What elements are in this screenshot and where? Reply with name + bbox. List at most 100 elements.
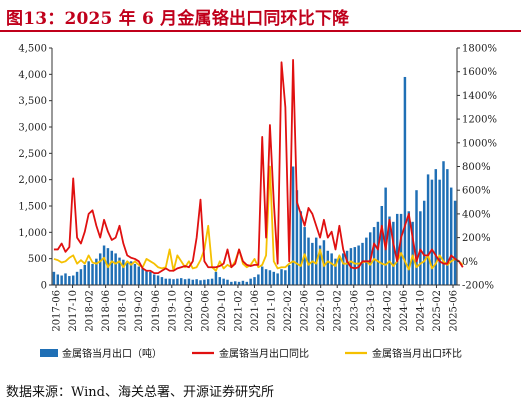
- x-tick-label: 2020-10: [217, 290, 228, 332]
- x-tick-label: 2022-02: [283, 290, 294, 332]
- bar: [195, 279, 198, 285]
- bar: [222, 278, 225, 285]
- left-tick-label: 3,500: [18, 96, 47, 107]
- x-tick-label: 2023-10: [366, 290, 377, 332]
- x-tick-label: 2017-06: [52, 290, 63, 332]
- bar: [118, 257, 121, 285]
- bar: [164, 278, 168, 285]
- bar: [87, 261, 90, 285]
- bar: [446, 169, 449, 285]
- bar: [438, 179, 441, 285]
- bar: [75, 271, 79, 285]
- left-tick-label: 4,000: [18, 70, 47, 81]
- x-tick-label: 2018-10: [118, 290, 129, 332]
- bar: [411, 221, 414, 285]
- bar: [311, 242, 314, 285]
- bar: [299, 211, 303, 285]
- bar: [83, 264, 87, 285]
- right-tick-label: 800%: [462, 162, 491, 173]
- left-tick-label: 1,500: [18, 202, 47, 213]
- axes: 0 500 1,000 1,500 2,000 2,500 3,000 3,500 4,000 4…: [18, 44, 497, 332]
- x-tick-label: 2023-06: [349, 290, 360, 332]
- right-tick-label: 400%: [462, 209, 491, 220]
- left-tick-label: 2,000: [18, 175, 47, 186]
- bar: [372, 227, 376, 285]
- bar: [137, 266, 141, 285]
- left-tick-label: 500: [28, 254, 47, 265]
- right-tick-label: 1200%: [462, 115, 497, 126]
- x-tick-label: 2024-06: [399, 290, 410, 332]
- bar: [280, 269, 283, 285]
- bar: [361, 242, 364, 285]
- bar: [199, 280, 202, 285]
- bar: [426, 174, 430, 285]
- bar: [291, 166, 295, 285]
- bar: [345, 250, 349, 285]
- x-tick-label: 2019-06: [151, 290, 162, 332]
- bar: [226, 279, 229, 285]
- chart-title: 图13：2025 年 6 月金属铬出口同环比下降: [6, 9, 350, 29]
- x-tick-label: 2018-06: [101, 290, 112, 332]
- bar: [395, 213, 399, 285]
- bar: [152, 274, 156, 285]
- bar: [419, 211, 422, 285]
- bar: [64, 273, 67, 285]
- x-tick-label: 2021-06: [250, 290, 261, 332]
- bar: [218, 277, 222, 285]
- x-tick-label: 2022-10: [316, 290, 327, 332]
- bar: [449, 187, 453, 285]
- x-tick-label: 2021-02: [233, 290, 244, 332]
- bar: [338, 256, 341, 285]
- bar: [125, 262, 129, 285]
- bar: [102, 245, 106, 285]
- left-tick-label: 0: [41, 281, 47, 292]
- bar: [149, 271, 152, 285]
- bar: [388, 216, 391, 285]
- bar: [168, 278, 171, 285]
- bar: [133, 263, 137, 285]
- bar: [341, 253, 345, 285]
- x-tick-label: 2025-06: [449, 290, 460, 332]
- bar: [376, 221, 380, 285]
- bar: [403, 76, 407, 285]
- legend-label: 金属铬当月出口（吨）: [62, 347, 162, 360]
- bar: [422, 200, 426, 285]
- bar: [353, 247, 357, 285]
- bar: [68, 276, 71, 285]
- bar: [179, 278, 183, 285]
- bar: [253, 277, 256, 285]
- bar: [214, 271, 218, 285]
- legend-label: 金属铬当月出口环比: [372, 347, 462, 360]
- bar: [276, 273, 279, 285]
- bar: [318, 245, 322, 285]
- bar: [415, 190, 418, 285]
- bar: [98, 253, 102, 285]
- mom-line: [53, 165, 464, 272]
- bar: [249, 278, 252, 285]
- bar: [257, 274, 260, 285]
- bar: [272, 271, 276, 285]
- bar: [380, 206, 384, 285]
- bar: [230, 281, 233, 285]
- line-series: [53, 58, 464, 275]
- bar: [334, 258, 337, 285]
- bar: [392, 221, 395, 285]
- bar: [79, 269, 83, 285]
- right-tick-label: 1400%: [462, 91, 497, 102]
- right-tick-label: 1800%: [462, 44, 497, 55]
- right-tick-label: 0%: [462, 257, 478, 268]
- left-tick-label: 3,000: [18, 123, 47, 134]
- bar: [129, 261, 133, 285]
- x-tick-label: 2019-10: [167, 290, 178, 332]
- bar: [453, 200, 457, 285]
- x-tick-label: 2019-02: [134, 290, 145, 332]
- bar: [172, 279, 175, 285]
- x-tick-label: 2024-02: [382, 290, 393, 332]
- left-tick-label: 2,500: [18, 149, 47, 160]
- bar: [237, 281, 241, 285]
- bar: [191, 279, 195, 285]
- bar: [287, 264, 291, 285]
- x-tick-label: 2025-02: [432, 290, 443, 332]
- bar: [110, 250, 114, 285]
- x-tick-label: 2017-10: [68, 290, 79, 332]
